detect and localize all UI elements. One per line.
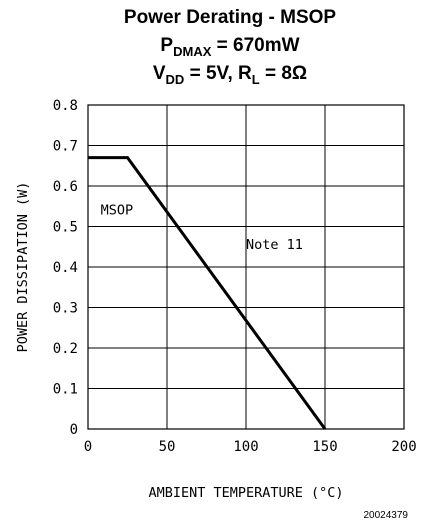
- chart-annotation: MSOP: [101, 202, 134, 218]
- y-tick-label: 0.3: [53, 301, 78, 317]
- plot-frame: [87, 104, 405, 430]
- x-tick-label: 50: [159, 439, 176, 455]
- chart-title-line2: PDMAX = 670mW: [160, 35, 299, 59]
- figure-id: 20024379: [364, 510, 409, 521]
- x-axis-label: AMBIENT TEMPERATURE (°C): [148, 485, 343, 501]
- x-tick-label: 200: [391, 439, 416, 455]
- y-tick-label: 0.5: [53, 220, 78, 236]
- x-tick-label: 100: [233, 439, 258, 455]
- chart-title-line3: VDD = 5V, RL = 8Ω: [153, 63, 307, 87]
- y-tick-label: 0: [70, 422, 78, 438]
- axis-ticks: 0 50 100 150 200 0 0.1 0.2 0.3 0.4 0.5 0.6 0.7 0.8: [53, 98, 417, 455]
- y-axis-label: POWER DISSIPATION (W): [15, 182, 31, 353]
- y-tick-label: 0.7: [53, 139, 78, 155]
- series-layer: [88, 156, 327, 430]
- series-line-msop: [88, 156, 327, 430]
- y-tick-label: 0.2: [53, 341, 78, 357]
- annotation-layer: MSOP Note 11: [101, 202, 303, 252]
- y-tick-label: 0.6: [53, 179, 78, 195]
- y-tick-label: 0.8: [53, 98, 78, 114]
- chart-annotation: Note 11: [246, 237, 303, 253]
- chart-title-line1: Power Derating - MSOP: [124, 7, 337, 28]
- x-tick-label: 150: [312, 439, 337, 455]
- y-tick-label: 0.4: [53, 260, 78, 276]
- plot-grid: [88, 105, 404, 429]
- y-tick-label: 0.1: [53, 382, 78, 398]
- x-tick-label: 0: [84, 439, 92, 455]
